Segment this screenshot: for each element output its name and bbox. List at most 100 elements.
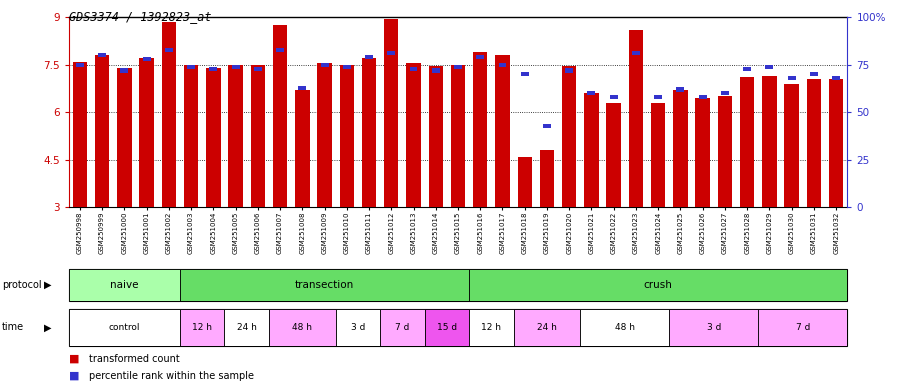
Bar — [807, 79, 821, 207]
Bar — [95, 55, 109, 207]
Bar — [407, 63, 420, 207]
Bar — [565, 68, 573, 73]
Bar — [632, 51, 640, 55]
Bar — [409, 66, 418, 71]
Bar — [362, 58, 376, 207]
Bar — [161, 22, 176, 207]
Bar — [210, 66, 217, 71]
Bar — [187, 65, 195, 69]
Bar — [473, 52, 487, 207]
Bar — [228, 65, 243, 207]
Bar — [514, 309, 581, 346]
Bar — [165, 48, 173, 52]
Bar — [98, 53, 106, 57]
Text: GDS3374 / 1392823_at: GDS3374 / 1392823_at — [69, 10, 212, 23]
Bar — [788, 76, 796, 80]
Bar — [254, 66, 262, 71]
Bar — [654, 95, 662, 99]
Text: control: control — [109, 323, 140, 332]
Text: naive: naive — [110, 280, 138, 290]
Bar — [581, 309, 670, 346]
Bar — [766, 65, 773, 69]
Text: 12 h: 12 h — [192, 323, 213, 332]
Text: ▶: ▶ — [44, 322, 51, 333]
Text: ■: ■ — [69, 354, 79, 364]
Bar — [521, 72, 529, 76]
Bar — [143, 57, 150, 61]
Bar — [743, 66, 751, 71]
Bar — [299, 86, 306, 90]
Bar — [469, 269, 847, 301]
Text: 3 d: 3 d — [706, 323, 721, 332]
Bar — [343, 65, 351, 69]
Bar — [584, 93, 599, 207]
Bar — [206, 68, 221, 207]
Bar — [365, 55, 373, 59]
Bar — [498, 63, 507, 67]
Bar — [335, 309, 380, 346]
Text: transformed count: transformed count — [89, 354, 180, 364]
Bar — [677, 88, 684, 91]
Bar — [387, 51, 395, 55]
Bar — [695, 98, 710, 207]
Bar — [120, 68, 128, 73]
Bar — [699, 95, 706, 99]
Bar — [606, 103, 621, 207]
Bar — [380, 309, 425, 346]
Bar — [673, 90, 688, 207]
Bar — [76, 63, 83, 67]
Text: 7 d: 7 d — [796, 323, 810, 332]
Bar — [431, 68, 440, 73]
Bar — [273, 25, 288, 207]
Bar — [295, 90, 310, 207]
Bar — [628, 30, 643, 207]
Bar — [72, 62, 87, 207]
Bar — [454, 65, 462, 69]
Bar — [276, 48, 284, 52]
Bar — [180, 309, 224, 346]
Bar — [251, 65, 265, 207]
Bar — [317, 63, 332, 207]
Text: 3 d: 3 d — [351, 323, 365, 332]
Bar — [425, 309, 469, 346]
Bar — [117, 68, 132, 207]
Text: time: time — [2, 322, 24, 333]
Bar — [540, 151, 554, 207]
Bar — [269, 309, 335, 346]
Bar — [587, 91, 595, 95]
Bar — [651, 103, 665, 207]
Text: 24 h: 24 h — [537, 323, 557, 332]
Bar — [469, 309, 514, 346]
Bar — [833, 76, 840, 80]
Bar — [762, 76, 777, 207]
Bar — [610, 95, 617, 99]
Bar — [496, 55, 509, 207]
Text: 12 h: 12 h — [482, 323, 501, 332]
Bar — [69, 309, 180, 346]
Text: 7 d: 7 d — [395, 323, 409, 332]
Bar — [384, 19, 398, 207]
Text: percentile rank within the sample: percentile rank within the sample — [89, 371, 254, 381]
Bar — [232, 65, 239, 69]
Bar — [740, 78, 755, 207]
Bar — [721, 91, 729, 95]
Text: ■: ■ — [69, 371, 79, 381]
Text: transection: transection — [295, 280, 354, 290]
Bar — [340, 65, 354, 207]
Bar — [476, 55, 485, 59]
Text: 24 h: 24 h — [236, 323, 256, 332]
Text: 15 d: 15 d — [437, 323, 457, 332]
Text: ▶: ▶ — [44, 280, 51, 290]
Bar — [784, 84, 799, 207]
Text: 48 h: 48 h — [615, 323, 635, 332]
Text: crush: crush — [644, 280, 672, 290]
Text: 48 h: 48 h — [292, 323, 312, 332]
Bar — [543, 124, 551, 128]
Bar — [69, 269, 180, 301]
Bar — [451, 65, 465, 207]
Text: protocol: protocol — [2, 280, 41, 290]
Bar — [139, 58, 154, 207]
Bar — [180, 269, 469, 301]
Bar — [429, 66, 443, 207]
Bar — [829, 79, 844, 207]
